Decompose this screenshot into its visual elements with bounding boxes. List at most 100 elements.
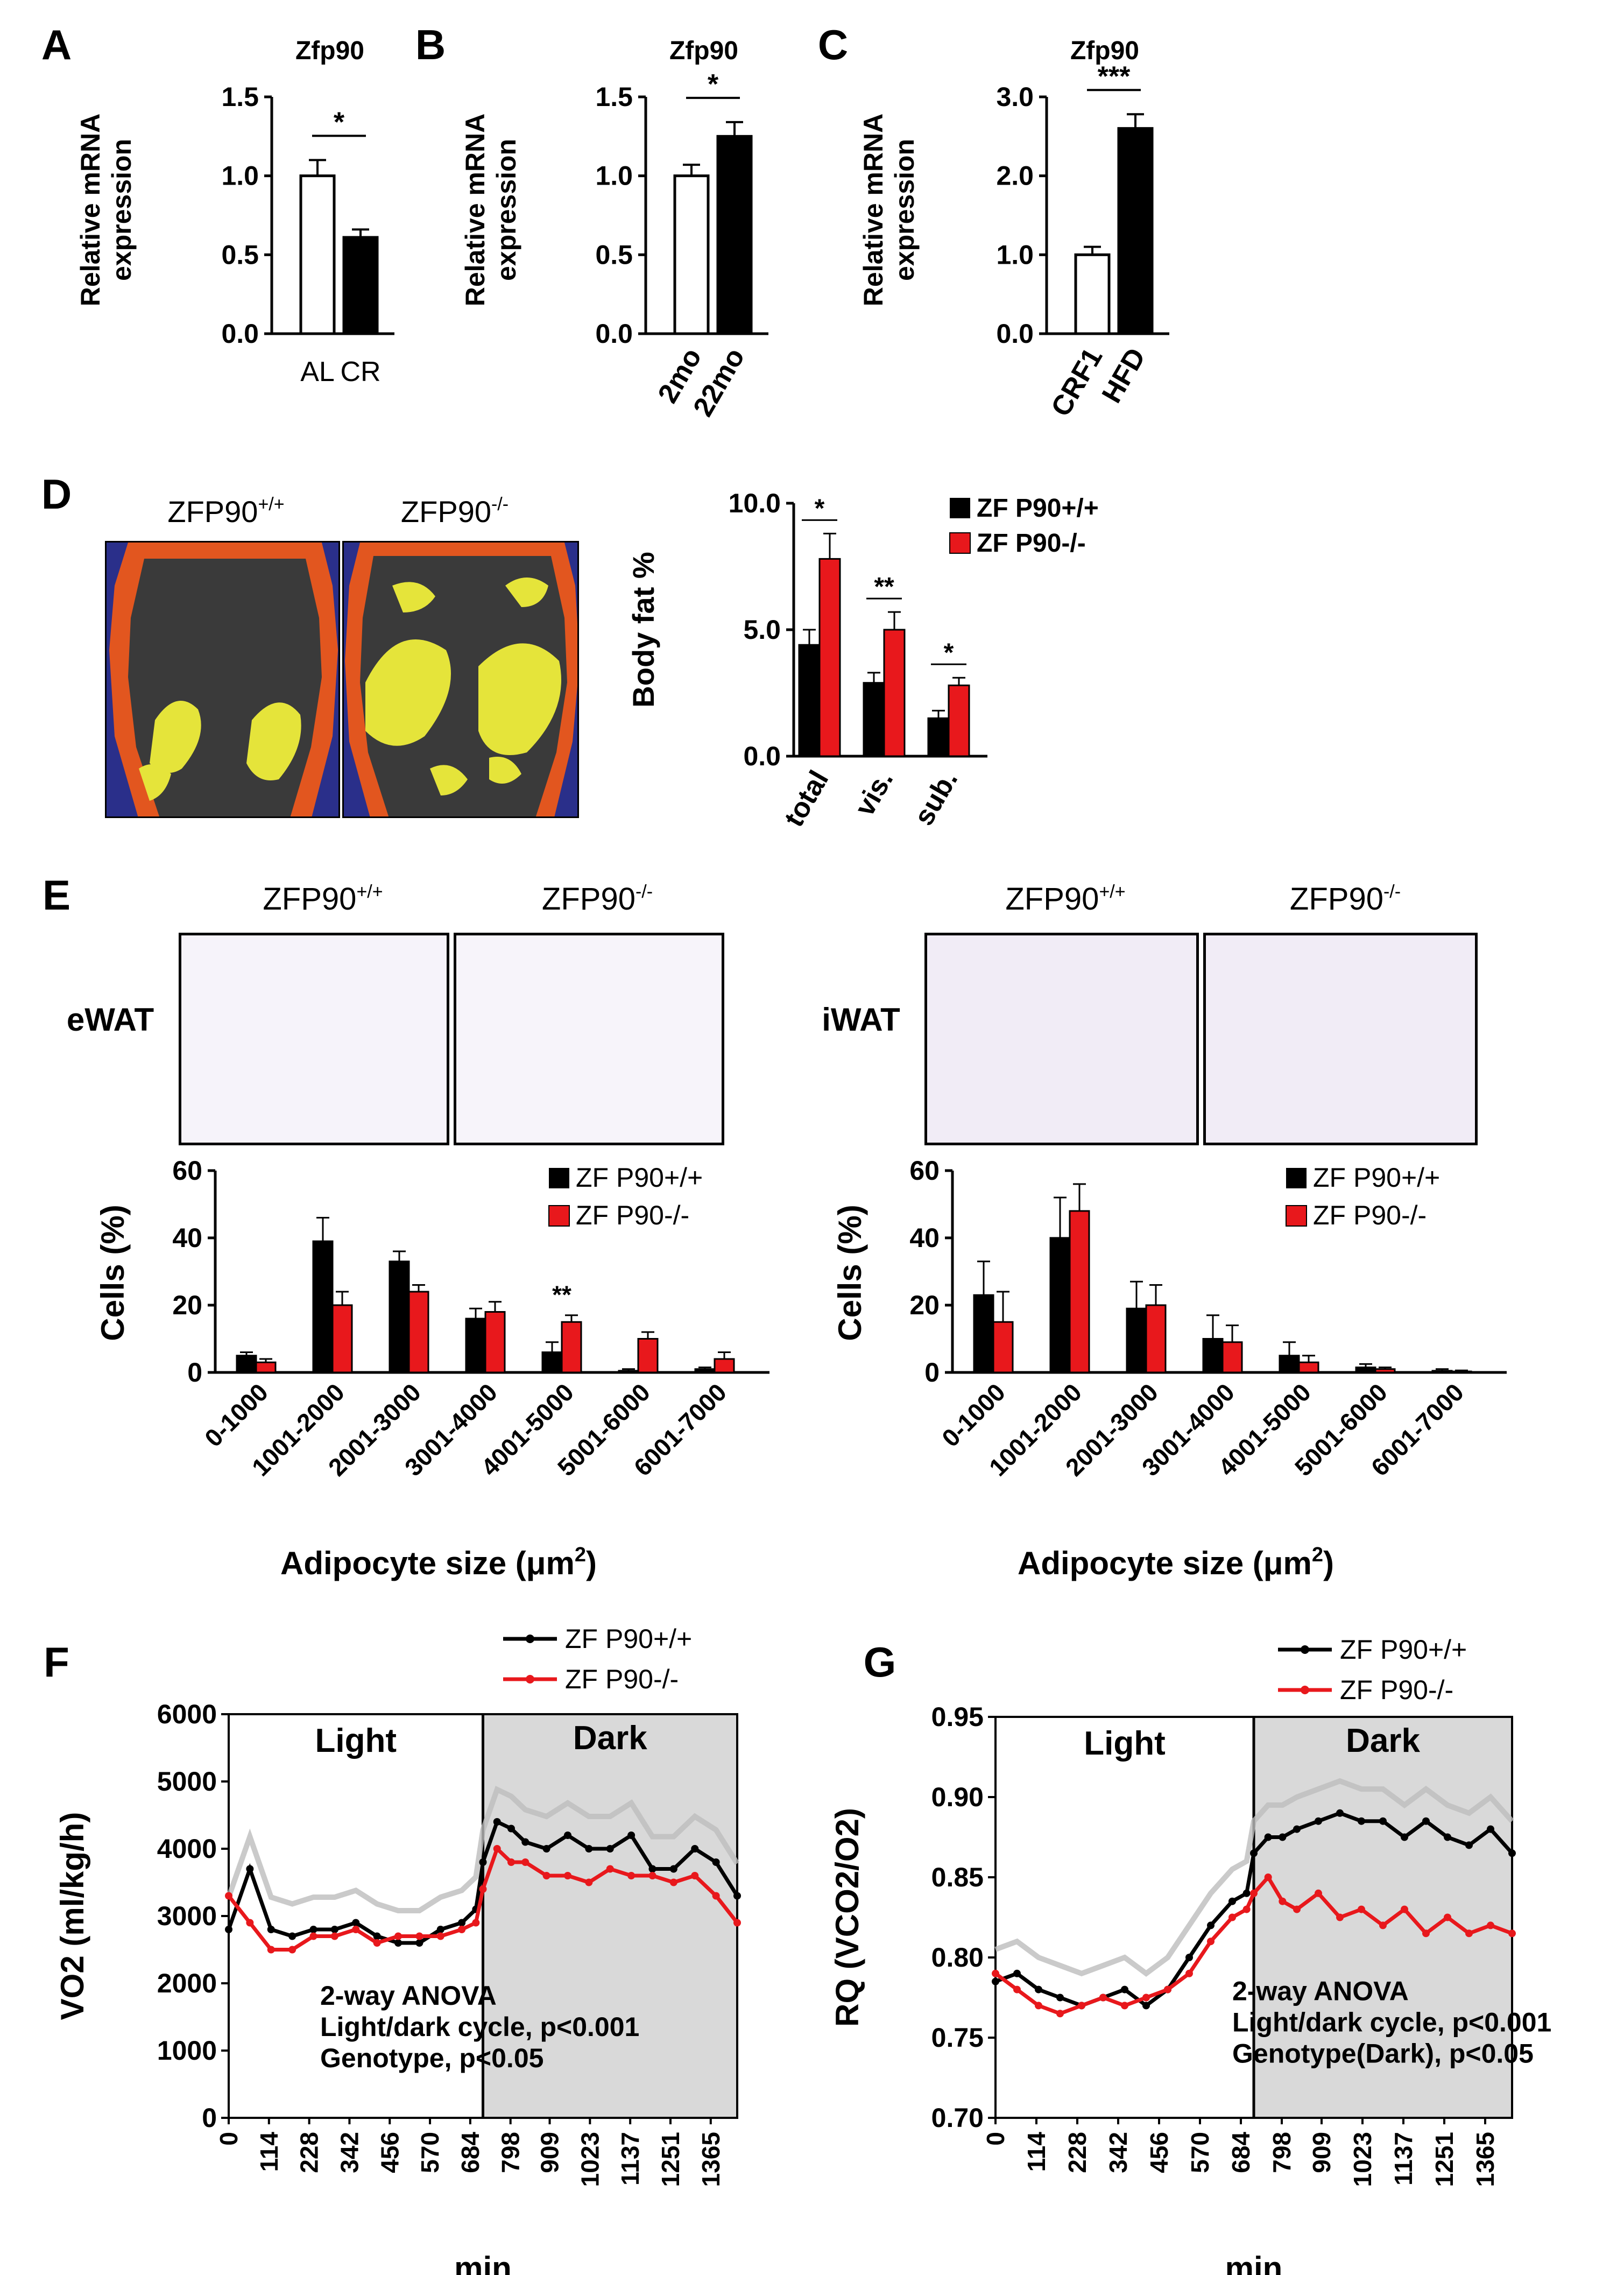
data-point	[627, 1832, 636, 1839]
data-point	[1242, 1905, 1251, 1913]
bar	[1202, 1338, 1224, 1374]
y-tick-label: 0.5	[221, 240, 259, 270]
data-point	[733, 1892, 741, 1900]
data-point	[288, 1932, 296, 1940]
data-point	[415, 1932, 423, 1940]
error-band	[226, 1786, 740, 1913]
x-tick-label: 909	[536, 2132, 564, 2173]
data-point	[1315, 1889, 1322, 1897]
data-point	[1185, 1954, 1193, 1961]
data-point	[1250, 1889, 1258, 1897]
data-point	[669, 1878, 677, 1886]
data-point	[1207, 1921, 1215, 1929]
panel-letter: G	[864, 1638, 896, 1686]
panel-letter: A	[41, 21, 72, 68]
legend-label-wt: ZF P90+/+	[565, 1624, 692, 1654]
y-tick-label: 1000	[157, 2035, 217, 2066]
bar	[465, 1318, 486, 1374]
bar	[992, 1321, 1014, 1374]
tissue-label: iWAT	[822, 1002, 900, 1038]
legend-label-wt: ZF P90+/+	[1340, 1635, 1467, 1665]
significance-marker: *	[334, 107, 345, 138]
x-tick-label: total	[778, 765, 835, 832]
legend-swatch-ko	[1286, 1205, 1307, 1227]
legend-swatch-wt	[549, 1168, 569, 1188]
chart-title: Zfp90	[295, 37, 364, 65]
data-point	[712, 1892, 720, 1900]
mri-image-ko	[342, 541, 579, 818]
x-label-base: Adipocyte size (μm	[1018, 1545, 1312, 1581]
data-point	[992, 1969, 999, 1977]
significance-marker: **	[552, 1280, 571, 1308]
data-point	[330, 1926, 338, 1933]
data-point	[542, 1845, 550, 1853]
y-tick-label: 20	[172, 1290, 202, 1320]
data-point	[1142, 2002, 1150, 2010]
tissue-label: eWAT	[67, 1002, 154, 1038]
x-tick-label: 1365	[697, 2132, 725, 2187]
dark-phase-region	[1254, 1717, 1512, 2118]
significance-marker: ***	[1098, 61, 1131, 92]
data-point	[606, 1845, 614, 1853]
label-base: ZFP90	[167, 495, 258, 529]
bar	[484, 1311, 506, 1374]
panel-letter: B	[415, 21, 446, 68]
y-tick-label: 20	[909, 1290, 940, 1320]
y-tick-label: 5.0	[743, 615, 781, 645]
legend-label-ko: ZF P90-/-	[576, 1200, 689, 1230]
x-axis-label: Adipocyte size (μm2)	[280, 1544, 597, 1581]
data-point	[330, 1932, 338, 1940]
x-tick-label: 1365	[1471, 2132, 1499, 2187]
x-tick-label: 0	[982, 2132, 1009, 2146]
bar	[1069, 1210, 1090, 1374]
y-tick-label: 3.0	[996, 82, 1034, 112]
image-label-wt: ZFP90+/+	[167, 494, 284, 529]
data-point	[352, 1926, 360, 1933]
y-tick-label: 0	[924, 1357, 940, 1387]
x-tick-label: 1251	[656, 2132, 684, 2187]
label-base: ZFP90	[1290, 882, 1383, 917]
data-point	[394, 1939, 402, 1947]
y-tick-label: 0.70	[931, 2103, 984, 2133]
x-axis-label: min	[454, 2250, 512, 2275]
significance-marker: *	[944, 638, 954, 667]
legend-swatch-ko	[548, 1205, 570, 1227]
y-tick-label: 0.0	[595, 319, 633, 349]
data-point	[1293, 1905, 1301, 1913]
label-superscript: +/+	[1099, 882, 1125, 902]
x-tick-label: 1137	[616, 2132, 644, 2186]
y-tick-label: 0	[202, 2103, 217, 2133]
data-point	[493, 1818, 501, 1826]
dark-phase-region	[483, 1714, 737, 2118]
legend-swatch-ko	[949, 532, 971, 554]
x-tick-label: 1251	[1430, 2132, 1458, 2187]
x-tick-label: 114	[1022, 2132, 1050, 2172]
bar	[389, 1260, 410, 1374]
x-tick-label: 456	[376, 2132, 404, 2173]
legend-label-wt: ZF P90+/+	[977, 494, 1099, 523]
data-point	[1207, 1938, 1215, 1946]
y-tick-label: 0.95	[931, 1702, 984, 1732]
x-tick-label: 1023	[1348, 2132, 1376, 2187]
panel-d: D ZFP90+/+ ZFP90-/-	[41, 470, 509, 529]
light-phase-label: Light	[315, 1722, 397, 1759]
y-tick-label: 40	[909, 1223, 940, 1253]
data-point	[472, 1919, 480, 1927]
legend-swatch-wt	[950, 498, 970, 518]
data-point	[564, 1832, 571, 1839]
data-point	[1336, 1913, 1344, 1921]
data-point	[1164, 1985, 1171, 1994]
data-point	[1508, 1929, 1516, 1938]
stats-text: Light/dark cycle, p<0.001	[320, 2012, 639, 2042]
x-tick-label: 342	[335, 2132, 363, 2173]
legend-swatch-wt	[1286, 1168, 1307, 1188]
y-tick-label: 2000	[157, 1968, 217, 1998]
image-label-ko: ZFP90-/-	[542, 882, 653, 917]
y-axis-label: expression	[107, 139, 137, 281]
bar	[948, 684, 970, 757]
data-point	[585, 1878, 593, 1886]
stats-text: Genotype, p<0.05	[320, 2043, 543, 2073]
bar	[561, 1321, 582, 1374]
label-superscript: -/-	[491, 494, 509, 515]
stats-text: Genotype(Dark), p<0.05	[1232, 2038, 1534, 2068]
